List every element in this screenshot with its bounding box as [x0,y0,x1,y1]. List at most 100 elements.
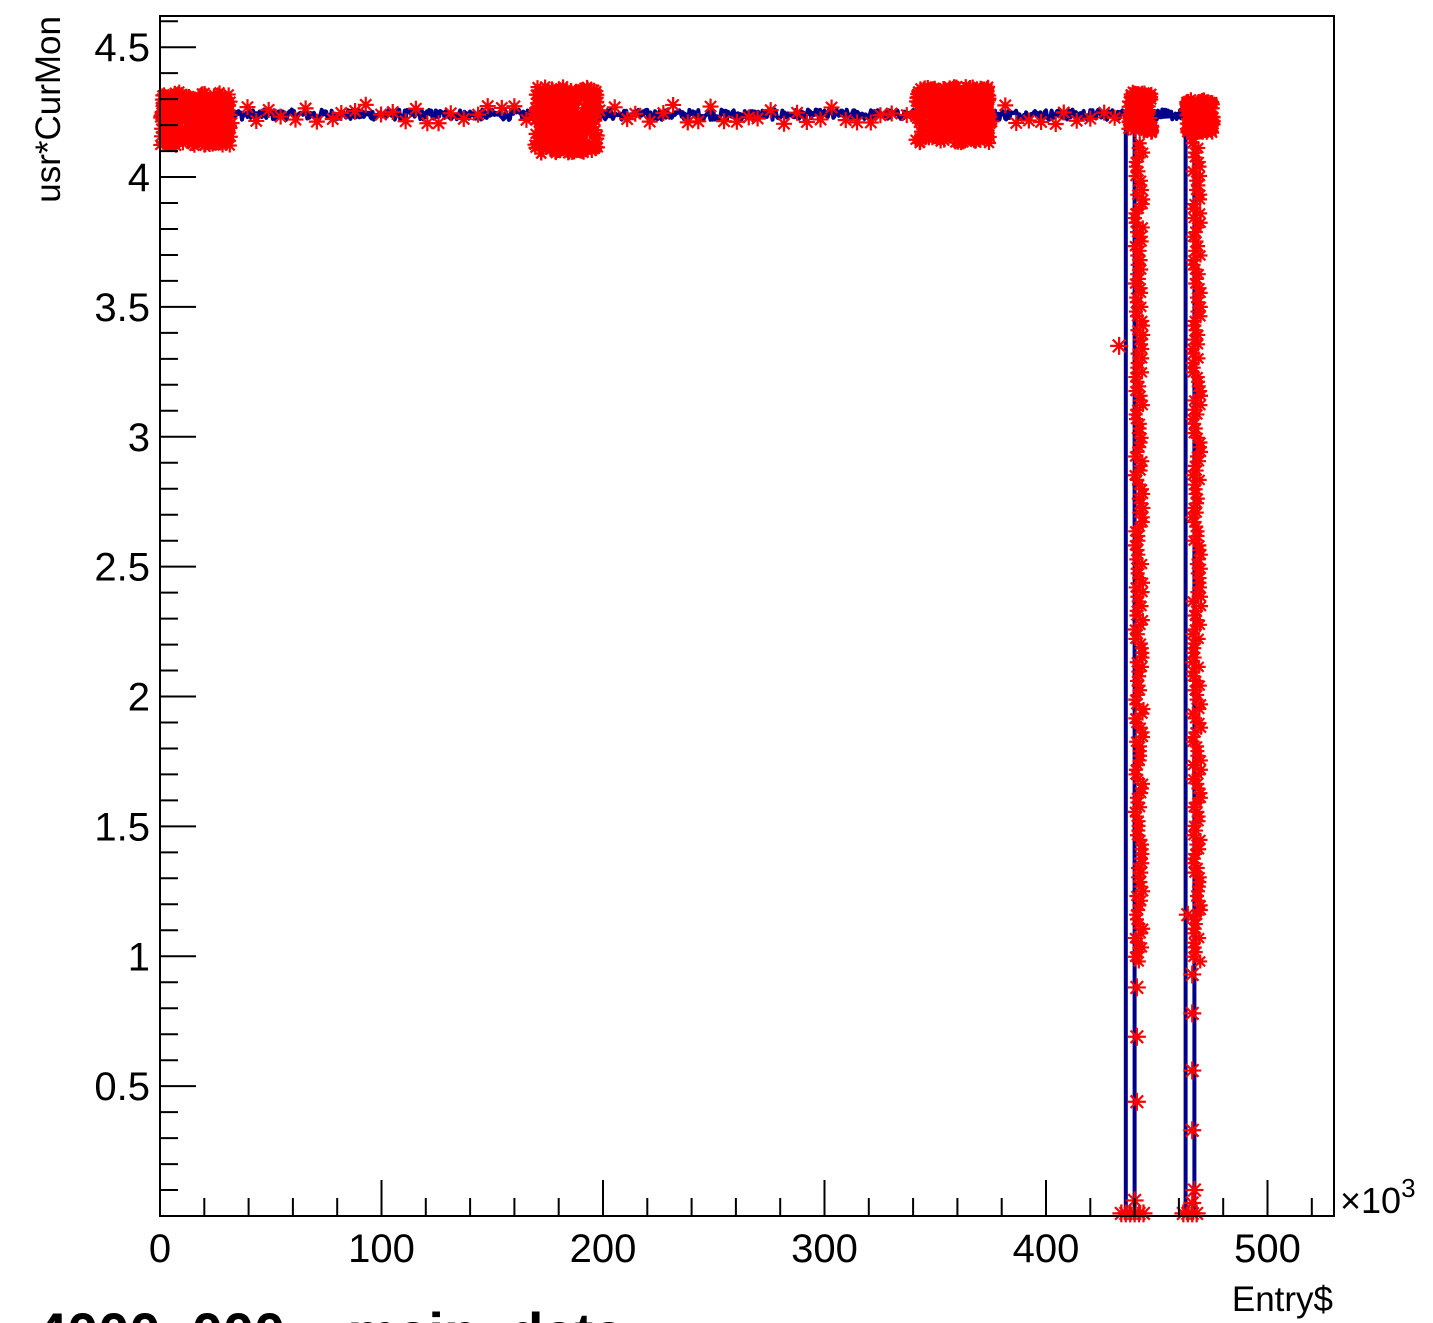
data-point [1131,903,1146,918]
data-point [927,111,942,126]
data-point [561,131,576,146]
data-point [956,135,971,150]
data-point [1047,115,1064,132]
data-point [1135,585,1150,600]
data-point [1130,627,1145,642]
data-point [1187,197,1202,212]
data-point [967,95,982,110]
data-point [927,80,942,95]
data-point [373,106,390,123]
data-point [1134,115,1149,130]
data-point [911,84,926,99]
data-point [1008,114,1025,131]
x-tick-label: 400 [1013,1227,1080,1271]
data-point [1183,1004,1202,1023]
data-point [180,133,195,148]
data-point [1191,239,1206,254]
data-point [223,94,238,109]
data-point [176,131,191,146]
data-point [572,131,587,146]
y-tick-label: 3 [128,416,150,460]
data-point [154,121,169,136]
data-point [209,95,224,110]
data-point [201,103,216,118]
data-point [217,110,232,125]
data-point [956,121,971,136]
data-point [1193,215,1208,230]
data-point [1131,594,1146,609]
data-point [1204,109,1219,124]
data-point [1130,225,1145,240]
data-point [552,115,567,130]
data-point [537,104,552,119]
data-point [1190,566,1205,581]
data-point [1187,416,1202,431]
data-point [1190,524,1205,539]
data-point [551,105,566,120]
data-point [308,113,325,130]
data-point [202,100,217,115]
data-point [1193,206,1208,221]
data-point [1186,949,1201,964]
x-tick-label: 0 [149,1227,171,1271]
data-point [546,94,561,109]
data-point [1186,772,1201,787]
data-point [973,128,988,143]
data-point [1135,313,1150,328]
data-point [798,114,815,131]
data-point [930,120,945,135]
data-point [562,145,577,160]
data-point [1134,337,1149,352]
data-point [1129,809,1144,824]
data-point [1131,529,1146,543]
data-point [1127,468,1142,483]
data-point [980,84,995,99]
data-point [1125,101,1140,116]
data-point [197,117,212,132]
data-point [789,104,806,121]
data-point [1130,472,1145,487]
data-point [1134,599,1149,614]
data-point [1129,907,1144,922]
data-point [1130,323,1145,338]
x-tick-label: 200 [570,1227,637,1271]
data-point [1131,678,1146,693]
data-point [577,115,592,130]
data-point [1133,496,1148,511]
data-point [1187,402,1202,417]
data-point [1121,108,1136,123]
data-point [506,98,523,115]
data-point [221,87,236,102]
data-point [216,128,231,143]
data-point [1135,725,1150,740]
data-point [1187,921,1202,936]
data-point [1133,458,1148,473]
data-point [1191,552,1206,567]
data-point [568,91,583,106]
x-axis-multiplier-exponent: 3 [1401,1173,1415,1203]
data-point [211,89,226,104]
data-point [556,107,571,122]
data-point [479,98,496,115]
data-point [1131,814,1146,829]
data-point [1183,1061,1202,1080]
y-tick-label: 1.5 [94,805,150,849]
data-point [1129,716,1144,731]
data-point [943,98,958,113]
data-point [1131,917,1146,932]
data-point [563,103,578,118]
data-point [1134,173,1149,188]
data-point [1131,164,1146,179]
data-point [538,79,553,94]
data-point [606,99,623,116]
y-axis-ticks: 0.5 1 1.5 2 2.5 3 3.5 4 4.5 [94,20,196,1191]
data-point [1121,121,1136,136]
data-point [1130,374,1145,389]
data-point [562,113,577,128]
data-point [1194,720,1209,735]
data-point [1132,519,1147,534]
data-point [192,102,207,117]
data-point [562,134,577,149]
data-point [619,111,636,128]
data-point [1133,683,1148,698]
